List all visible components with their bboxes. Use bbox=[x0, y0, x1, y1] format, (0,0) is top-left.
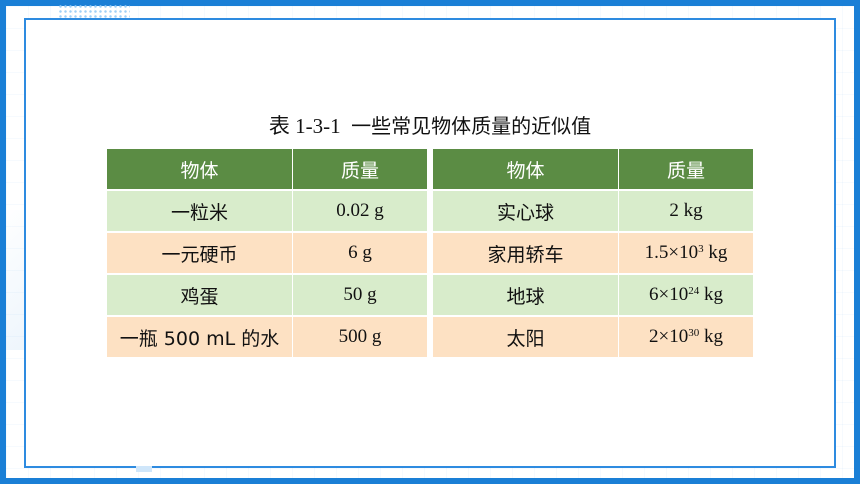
mass-cell: 6×1024 kg bbox=[619, 275, 754, 317]
header-mass: 质量 bbox=[619, 149, 754, 191]
mass-unit: kg bbox=[699, 284, 723, 305]
table-caption: 表 1-3-1 一些常见物体质量的近似值 bbox=[0, 110, 860, 140]
object-cell: 一元硬币 bbox=[107, 233, 293, 275]
mass-base: 2×10 bbox=[649, 326, 689, 347]
table-row: 一瓶 500 mL 的水 500 g bbox=[107, 317, 428, 359]
object-cell: 家用轿车 bbox=[433, 233, 619, 275]
table-row: 一粒米 0.02 g bbox=[107, 191, 428, 233]
caption-number: 表 1-3-1 bbox=[268, 114, 341, 138]
object-cell: 一粒米 bbox=[107, 191, 293, 233]
mass-cell: 1.5×103 kg bbox=[619, 233, 754, 275]
dot-pattern-decoration bbox=[58, 4, 130, 20]
header-object: 物体 bbox=[433, 149, 619, 191]
header-mass: 质量 bbox=[293, 149, 428, 191]
object-cell: 太阳 bbox=[433, 317, 619, 359]
object-cell: 地球 bbox=[433, 275, 619, 317]
mass-exponent: 3 bbox=[698, 243, 704, 255]
mass-exponent: 30 bbox=[688, 327, 700, 339]
mass-unit: kg bbox=[699, 326, 723, 347]
mass-table-right: 物体 质量 实心球 2 kg 家用轿车 1.5×103 kg 地球 6×1024… bbox=[433, 149, 754, 359]
table-row: 实心球 2 kg bbox=[433, 191, 754, 233]
mass-cell: 6 g bbox=[293, 233, 428, 275]
mass-cell: 500 g bbox=[293, 317, 428, 359]
bottom-decoration bbox=[136, 466, 152, 472]
mass-table-left: 物体 质量 一粒米 0.02 g 一元硬币 6 g 鸡蛋 50 g 一瓶 500… bbox=[107, 149, 428, 359]
mass-base: 1.5×10 bbox=[644, 242, 699, 263]
mass-exponent: 24 bbox=[688, 285, 700, 297]
table-row: 一元硬币 6 g bbox=[107, 233, 428, 275]
mass-base: 6×10 bbox=[649, 284, 689, 305]
table-row: 鸡蛋 50 g bbox=[107, 275, 428, 317]
object-cell: 实心球 bbox=[433, 191, 619, 233]
table-row: 太阳 2×1030 kg bbox=[433, 317, 754, 359]
mass-cell: 2×1030 kg bbox=[619, 317, 754, 359]
table-header-row: 物体 质量 bbox=[107, 149, 428, 191]
mass-cell: 0.02 g bbox=[293, 191, 428, 233]
mass-base: 2 kg bbox=[669, 200, 703, 221]
mass-cell: 2 kg bbox=[619, 191, 754, 233]
table-header-row: 物体 质量 bbox=[433, 149, 754, 191]
object-cell: 一瓶 500 mL 的水 bbox=[107, 317, 293, 359]
table-row: 地球 6×1024 kg bbox=[433, 275, 754, 317]
mass-cell: 50 g bbox=[293, 275, 428, 317]
object-cell: 鸡蛋 bbox=[107, 275, 293, 317]
caption-title: 一些常见物体质量的近似值 bbox=[351, 114, 592, 138]
mass-unit: kg bbox=[703, 242, 728, 263]
table-row: 家用轿车 1.5×103 kg bbox=[433, 233, 754, 275]
header-object: 物体 bbox=[107, 149, 293, 191]
